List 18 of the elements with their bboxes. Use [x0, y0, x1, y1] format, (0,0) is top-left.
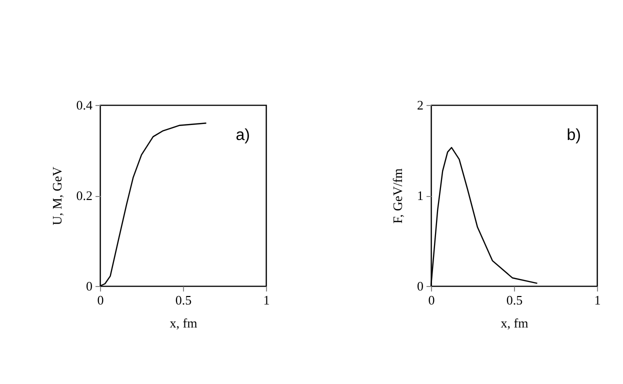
x-tick-label: 0 — [428, 292, 435, 308]
y-tick-label: 2 — [417, 98, 424, 112]
annotation: a) — [236, 127, 250, 144]
y-axis-title: F, GeV/fm — [390, 168, 405, 224]
x-tick-label: 0 — [97, 292, 104, 308]
y-axis-title: U, M, GeV — [49, 166, 64, 226]
x-tick-label: 1 — [263, 292, 270, 308]
y-tick-label: 0 — [417, 278, 424, 294]
y-tick-label: 0 — [86, 278, 92, 294]
y-tick-label: 0.4 — [76, 98, 93, 112]
annotation: b) — [566, 127, 581, 144]
y-tick-label: 0.2 — [76, 188, 92, 203]
x-axis-title: x, fm — [170, 316, 198, 330]
x-tick-label: 0.5 — [175, 292, 192, 308]
x-axis-title: x, fm — [500, 316, 528, 330]
x-tick-label: 1 — [594, 292, 601, 308]
x-tick-label: 0.5 — [506, 292, 523, 308]
y-tick-label: 1 — [417, 188, 424, 203]
